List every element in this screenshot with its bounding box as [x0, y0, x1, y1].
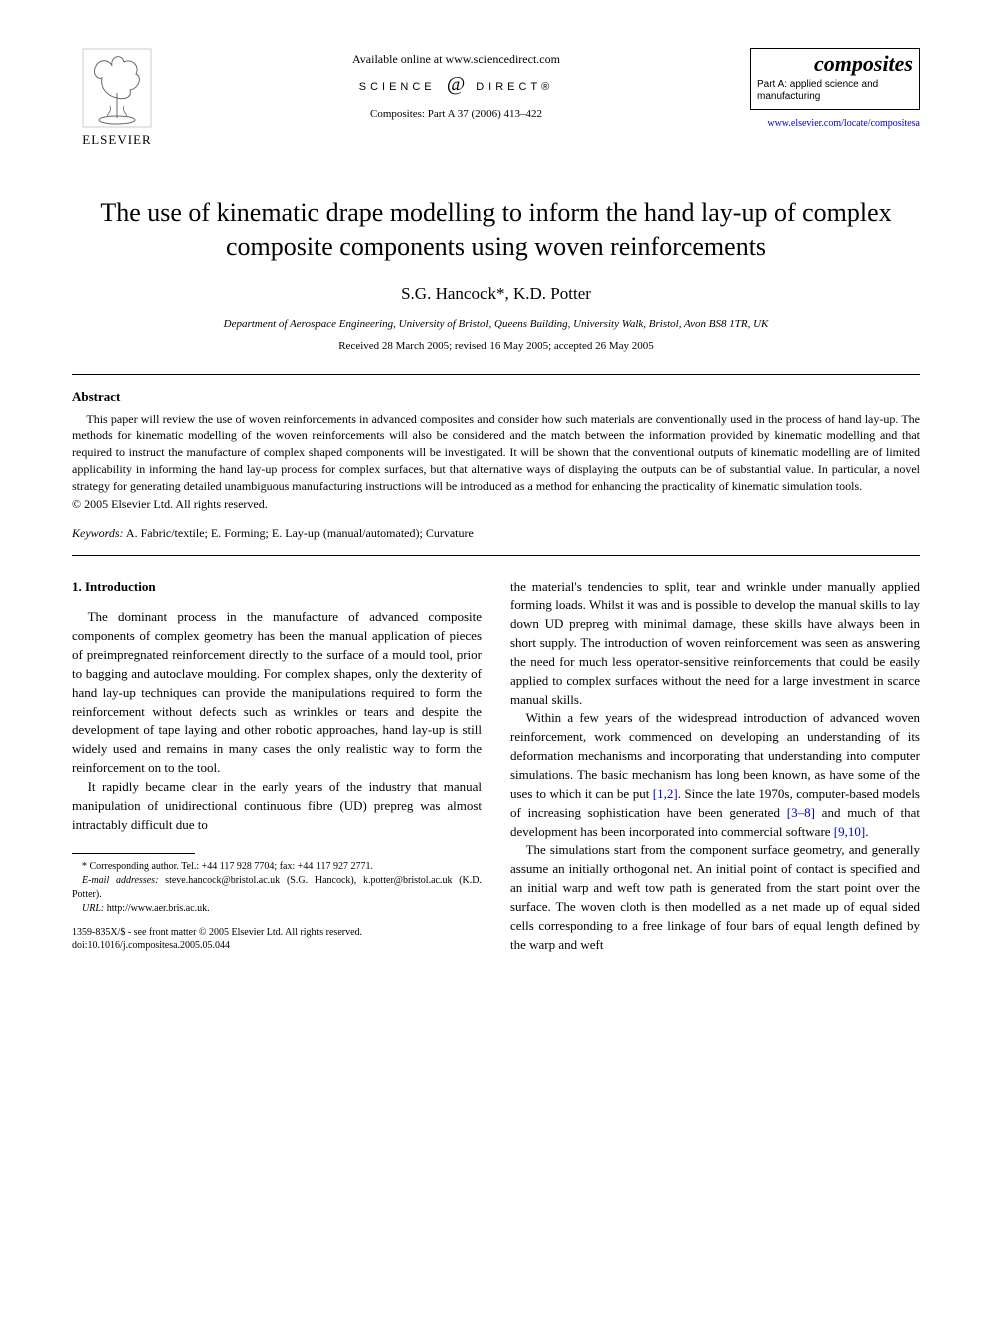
- footnote-divider: [72, 853, 195, 854]
- citation-link[interactable]: [9,10]: [834, 824, 865, 839]
- right-column: the material's tendencies to split, tear…: [510, 578, 920, 955]
- center-header: Available online at www.sciencedirect.co…: [162, 48, 750, 120]
- divider: [72, 374, 920, 375]
- body-columns: 1. Introduction The dominant process in …: [72, 578, 920, 955]
- abstract-section: Abstract This paper will review the use …: [72, 389, 920, 512]
- elsevier-tree-icon: [82, 48, 152, 128]
- article-dates: Received 28 March 2005; revised 16 May 2…: [72, 340, 920, 352]
- sd-swirl-icon: @: [447, 73, 465, 96]
- corresponding-author: * Corresponding author. Tel.: +44 117 92…: [72, 860, 482, 874]
- page-header: ELSEVIER Available online at www.science…: [72, 48, 920, 148]
- keywords-label: Keywords:: [72, 526, 124, 540]
- keywords-values: A. Fabric/textile; E. Forming; E. Lay-up…: [124, 526, 474, 540]
- citation-link[interactable]: [3–8]: [787, 805, 815, 820]
- journal-reference: Composites: Part A 37 (2006) 413–422: [162, 108, 750, 120]
- journal-box: composites Part A: applied science and m…: [750, 48, 920, 110]
- doi-block: 1359-835X/$ - see front matter © 2005 El…: [72, 926, 482, 952]
- divider: [72, 555, 920, 556]
- abstract-text: This paper will review the use of woven …: [72, 411, 920, 495]
- sd-left: SCIENCE: [359, 81, 436, 93]
- abstract-heading: Abstract: [72, 389, 920, 405]
- url-line: URL: http://www.aer.bris.ac.uk.: [72, 902, 482, 916]
- journal-box-title: composites: [757, 51, 913, 77]
- available-online-text: Available online at www.sciencedirect.co…: [162, 52, 750, 67]
- keywords-line: Keywords: A. Fabric/textile; E. Forming;…: [72, 526, 920, 541]
- email-line: E-mail addresses: steve.hancock@bristol.…: [72, 874, 482, 902]
- journal-branding: composites Part A: applied science and m…: [750, 48, 920, 129]
- abstract-copyright: © 2005 Elsevier Ltd. All rights reserved…: [72, 497, 920, 512]
- body-paragraph: Within a few years of the widespread int…: [510, 709, 920, 841]
- issn-line: 1359-835X/$ - see front matter © 2005 El…: [72, 926, 482, 939]
- publisher-name: ELSEVIER: [82, 132, 151, 148]
- article-authors: S.G. Hancock*, K.D. Potter: [72, 284, 920, 304]
- body-paragraph: The simulations start from the component…: [510, 841, 920, 954]
- article-affiliation: Department of Aerospace Engineering, Uni…: [72, 318, 920, 330]
- sciencedirect-logo: SCIENCE @ DIRECT®: [162, 73, 750, 96]
- journal-homepage-link[interactable]: www.elsevier.com/locate/compositesa: [750, 118, 920, 129]
- publisher-logo-block: ELSEVIER: [72, 48, 162, 148]
- email-label: E-mail addresses:: [82, 875, 158, 886]
- doi-line: doi:10.1016/j.compositesa.2005.05.044: [72, 939, 482, 952]
- citation-link[interactable]: [1,2]: [653, 786, 678, 801]
- body-paragraph: the material's tendencies to split, tear…: [510, 578, 920, 710]
- url-label: URL:: [82, 903, 104, 914]
- sd-right: DIRECT®: [476, 81, 553, 93]
- journal-box-subtitle: Part A: applied science and manufacturin…: [757, 79, 913, 103]
- section-heading-intro: 1. Introduction: [72, 578, 482, 597]
- body-paragraph: It rapidly became clear in the early yea…: [72, 778, 482, 835]
- footnotes: * Corresponding author. Tel.: +44 117 92…: [72, 860, 482, 916]
- text-run: .: [865, 824, 868, 839]
- url-value: http://www.aer.bris.ac.uk.: [104, 903, 209, 914]
- body-paragraph: The dominant process in the manufacture …: [72, 608, 482, 778]
- article-title: The use of kinematic drape modelling to …: [72, 196, 920, 264]
- left-column: 1. Introduction The dominant process in …: [72, 578, 482, 955]
